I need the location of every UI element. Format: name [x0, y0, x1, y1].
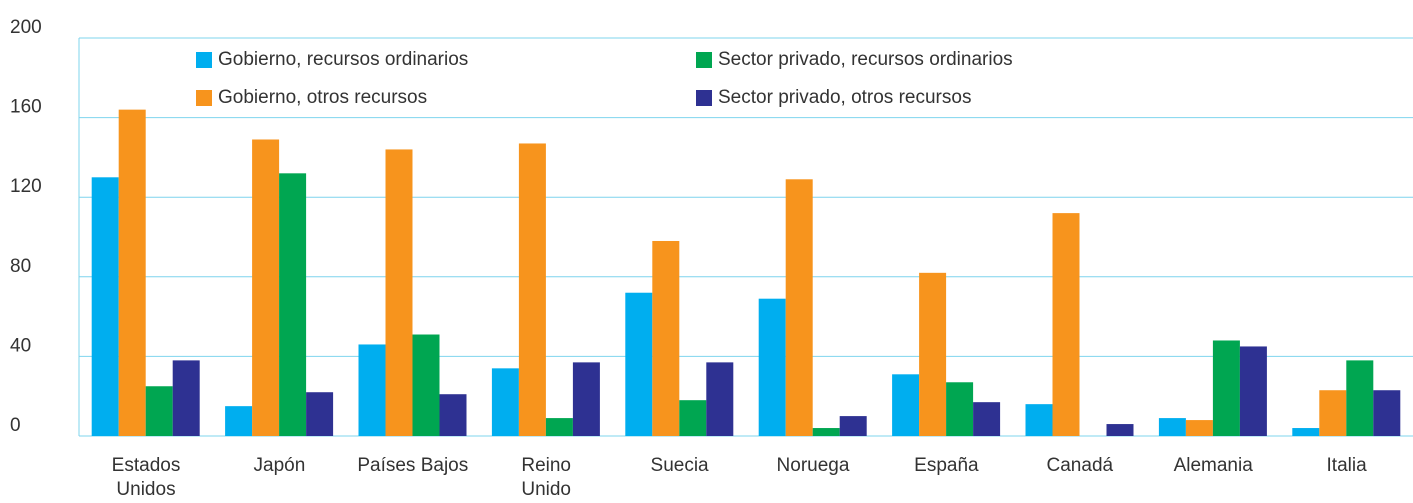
x-tick-label: España: [914, 455, 979, 476]
x-tick-label: Alemania: [1173, 455, 1253, 476]
y-tick-label: 120: [10, 176, 42, 197]
bar: [545, 418, 573, 436]
bar: [1158, 418, 1186, 436]
bar: [306, 392, 334, 436]
bar: [358, 344, 386, 436]
x-tick-label: Japón: [253, 455, 306, 476]
bar: [1106, 424, 1134, 436]
legend-label: Sector privado, recursos ordinarios: [718, 49, 1013, 70]
bar: [785, 179, 813, 437]
x-tick-label: Canadá: [1046, 455, 1114, 476]
bar: [1185, 420, 1213, 436]
bar: [625, 292, 653, 436]
y-tick-label: 200: [10, 17, 42, 38]
bar: [839, 416, 867, 436]
bar: [1373, 390, 1401, 436]
bar: [412, 334, 440, 436]
bar: [973, 402, 1001, 436]
bar: [919, 272, 947, 436]
bar: [491, 368, 519, 436]
bar: [706, 362, 734, 436]
x-tick-label: Italia: [1326, 455, 1367, 476]
y-tick-label: 0: [10, 415, 21, 436]
legend-swatch: [196, 90, 212, 106]
bar: [1212, 340, 1240, 436]
bar: [652, 240, 680, 436]
x-tick-label: Países Bajos: [357, 455, 469, 476]
legend-swatch: [696, 90, 712, 106]
y-tick-label: 160: [10, 97, 42, 118]
bar: [679, 400, 707, 436]
bar: [225, 406, 253, 436]
bar: [1052, 213, 1080, 436]
bar: [279, 173, 307, 436]
bar: [572, 362, 600, 436]
bar: [385, 149, 413, 436]
y-tick-label: 40: [10, 335, 31, 356]
bar: [812, 428, 840, 436]
bar: [758, 298, 786, 436]
x-tick-label: Estados Unidos: [111, 455, 181, 500]
x-tick-label: Suecia: [650, 455, 709, 476]
bar: [145, 386, 173, 436]
bar: [252, 139, 280, 437]
bar: [172, 360, 200, 436]
legend-swatch: [196, 52, 212, 68]
legend-swatch: [696, 52, 712, 68]
x-tick-label: Noruega: [776, 455, 850, 476]
bar: [518, 143, 546, 436]
bar: [1025, 404, 1053, 436]
legend-label: Gobierno, otros recursos: [218, 87, 427, 108]
bar: [1319, 390, 1347, 436]
bar: [118, 109, 146, 436]
bar: [439, 394, 467, 436]
bar: [91, 177, 119, 437]
bar: [1346, 360, 1374, 436]
legend-label: Gobierno, recursos ordinarios: [218, 49, 468, 70]
bar: [946, 382, 974, 436]
legend-label: Sector privado, otros recursos: [718, 87, 971, 108]
y-tick-label: 80: [10, 256, 31, 277]
bar: [892, 374, 920, 436]
bar: [1292, 428, 1320, 436]
x-tick-label: Reino Unido: [521, 455, 572, 500]
bar: [1239, 346, 1267, 436]
